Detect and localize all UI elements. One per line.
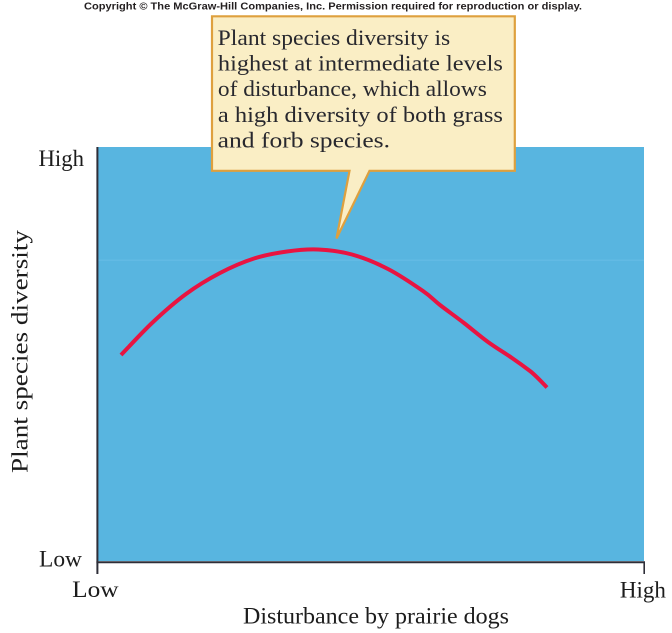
svg-text:Plant species diversity: Plant species diversity	[8, 230, 34, 473]
svg-text:Plant species diversity is: Plant species diversity is	[218, 25, 451, 50]
svg-text:Disturbance by prairie dogs: Disturbance by prairie dogs	[243, 604, 509, 630]
svg-text:highest at intermediate levels: highest at intermediate levels	[218, 51, 503, 76]
svg-text:a high diversity of both grass: a high diversity of both grass	[218, 102, 503, 127]
svg-text:Low: Low	[72, 577, 119, 603]
svg-text:Copyright © The McGraw-Hill Co: Copyright © The McGraw-Hill Companies, I…	[84, 2, 582, 13]
svg-text:Low: Low	[39, 547, 82, 573]
svg-text:High: High	[39, 146, 85, 172]
svg-text:High: High	[620, 577, 666, 603]
svg-text:and forb species.: and forb species.	[218, 128, 390, 153]
svg-text:of disturbance, which allows: of disturbance, which allows	[218, 76, 487, 101]
